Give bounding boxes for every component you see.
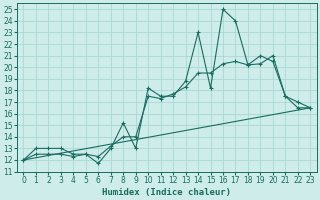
X-axis label: Humidex (Indice chaleur): Humidex (Indice chaleur): [102, 188, 231, 197]
